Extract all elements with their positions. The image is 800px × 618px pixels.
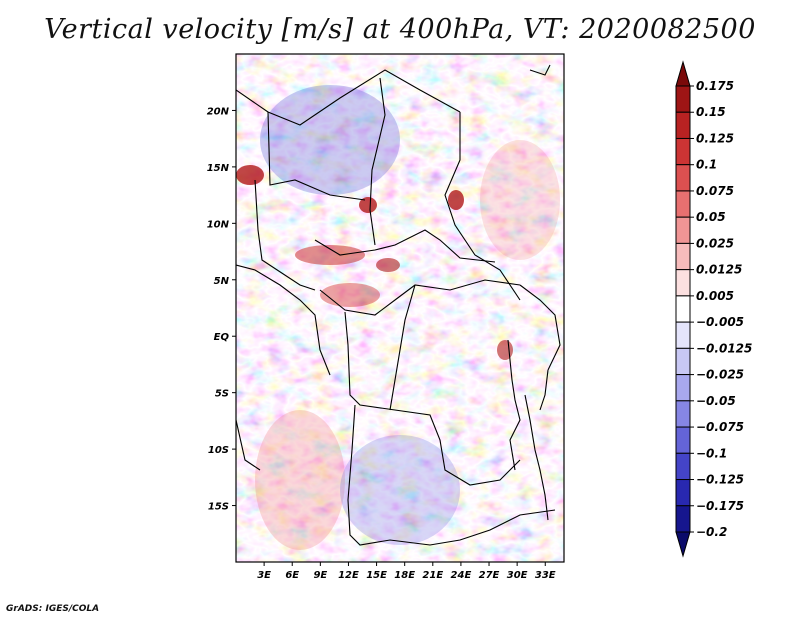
grads-credit: GrADS: IGES/COLA <box>6 604 100 614</box>
colorbar-swatch <box>675 269 691 297</box>
latitude-axis: 20N 15N 10N 5N EQ 5S 10S 15S <box>207 106 236 513</box>
coast-south <box>236 419 261 471</box>
colorbar-swatch <box>675 295 691 323</box>
colorbar: 0.175 0.15 0.125 0.1 0.075 0.05 0.025 0.0125 0.0… <box>675 60 752 558</box>
feature-overlay <box>236 85 560 550</box>
colorbar-label: 0.15 <box>696 105 726 119</box>
map-frame <box>235 53 565 563</box>
descent-region-sudan <box>480 140 560 260</box>
colorbar-label: −0.125 <box>696 473 744 487</box>
colorbar-label: 0.005 <box>696 289 734 303</box>
colorbar-swatch <box>675 111 691 139</box>
lon-label: 15E <box>366 570 387 581</box>
border-car-north <box>314 229 496 263</box>
ascent-region-zambia <box>340 435 460 545</box>
lon-label: 33E <box>535 570 556 581</box>
colorbar-label: 0.175 <box>696 79 734 93</box>
colorbar-label: −0.075 <box>696 420 744 434</box>
border-east <box>539 369 549 411</box>
colorbar-label: 0.0125 <box>696 263 742 277</box>
colorbar-label: −0.005 <box>696 315 744 329</box>
border-uganda-kenya <box>519 284 561 371</box>
colorbar-swatch <box>675 374 691 402</box>
country-boundaries <box>236 64 561 546</box>
coastline-gulf <box>236 264 331 376</box>
colorbar-label: −0.025 <box>696 368 744 382</box>
colorbar-label: 0.1 <box>696 158 717 172</box>
border-tanzania <box>507 339 521 471</box>
lon-label: 27E <box>479 570 500 581</box>
colorbar-label: 0.125 <box>696 131 734 145</box>
map-panel: 20N 15N 10N 5N EQ 5S 10S 15S 3E 6E 9E 12E 15E 18E 21E… <box>207 53 565 581</box>
core-lake-chad <box>359 197 377 213</box>
colorbar-swatch <box>675 426 691 454</box>
lon-label: 9E <box>313 570 327 581</box>
border-chad-niger <box>369 77 386 246</box>
border-sudan <box>444 112 521 301</box>
colorbar-label: 0.075 <box>696 184 734 198</box>
colorbar-label: −0.0125 <box>696 341 752 355</box>
lon-label: 21E <box>422 570 443 581</box>
colorbar-label: 0.05 <box>696 210 726 224</box>
core-victoria <box>497 340 513 360</box>
colorbar-swatch <box>675 164 691 192</box>
longitude-axis: 3E 6E 9E 12E 15E 18E 21E 24E 27E 30E 33E <box>257 562 556 581</box>
lake-tanganyika-malawi <box>524 394 549 521</box>
border-nigeria-west <box>254 179 316 291</box>
border-drc <box>344 311 521 486</box>
lat-label: 15N <box>207 163 230 174</box>
velocity-field <box>236 54 564 562</box>
colorbar-swatch <box>675 137 691 166</box>
lat-label: 20N <box>207 106 230 117</box>
colorbar-label: −0.05 <box>696 394 736 408</box>
colorbar-swatch <box>675 452 691 481</box>
colorbar-swatch <box>675 85 691 113</box>
colorbar-label: 0.025 <box>696 236 734 250</box>
descent-region-angola <box>255 410 345 550</box>
colorbar-swatch <box>675 505 691 533</box>
border-ne <box>529 64 551 76</box>
lat-label: EQ <box>214 332 230 343</box>
border-congo-drc <box>389 284 416 411</box>
lat-label: 15S <box>208 502 229 513</box>
lon-label: 3E <box>257 570 271 581</box>
lat-label: 5N <box>214 276 230 287</box>
colorbar-top-arrow <box>675 60 691 87</box>
lat-label: 10N <box>207 219 230 230</box>
band-gabon <box>320 283 380 307</box>
lat-label: 10S <box>208 445 229 456</box>
lon-label: 6E <box>285 570 299 581</box>
ascent-region-sahara <box>260 85 400 195</box>
core-west <box>236 165 264 185</box>
band-cameroon <box>295 245 365 265</box>
colorbar-swatch <box>675 479 691 507</box>
colorbar-label: −0.2 <box>696 525 727 539</box>
lat-label: 5S <box>215 389 229 400</box>
core-darfur <box>448 190 464 210</box>
lon-label: 18E <box>394 570 415 581</box>
colorbar-label: −0.1 <box>696 446 727 460</box>
colorbar-swatch <box>675 190 691 218</box>
lon-label: 30E <box>507 570 528 581</box>
lon-label: 24E <box>451 570 472 581</box>
chart-title: Vertical velocity [m/s] at 400hPa, VT: 2… <box>44 14 756 45</box>
border-angola-zambia <box>347 404 556 546</box>
colorbar-swatch <box>675 216 691 244</box>
colorbar-bottom-arrow <box>675 531 691 558</box>
colorbar-swatch <box>675 321 691 349</box>
border-nigeria-north <box>267 111 366 201</box>
lon-label: 12E <box>338 570 359 581</box>
colorbar-label: −0.175 <box>696 499 744 513</box>
colorbar-swatch <box>675 347 691 376</box>
core-car <box>376 258 400 272</box>
colorbar-swatch <box>675 242 691 271</box>
border-car-south <box>319 279 521 316</box>
colorbar-swatch <box>675 400 691 428</box>
